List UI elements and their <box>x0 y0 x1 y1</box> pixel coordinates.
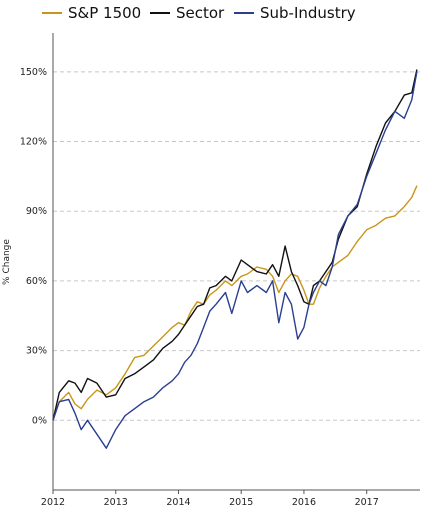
x-tick-label: 2016 <box>292 497 316 508</box>
series-line-sub-industry <box>52 71 418 449</box>
y-tick-label: 0% <box>32 415 47 426</box>
x-tick-label: 2015 <box>229 497 253 508</box>
y-tick-label: 150% <box>20 67 47 78</box>
series-line-sp1500 <box>52 185 418 421</box>
gridlines <box>53 71 420 421</box>
axes: 0% 30% 60% 90% 120% 150% 2012 2013 2014 2015 2016 2… <box>20 33 420 508</box>
legend: S&P 1500 Sector Sub-Industry <box>42 4 356 22</box>
x-tick-label: 2012 <box>41 497 65 508</box>
series-lines <box>52 69 418 449</box>
legend-label-sub-industry: Sub-Industry <box>260 4 356 22</box>
x-tick-label: 2013 <box>104 497 128 508</box>
y-tick-label: 90% <box>26 206 47 217</box>
y-tick-label: 60% <box>26 276 47 287</box>
y-tick-label: 120% <box>20 137 47 148</box>
legend-label-sector: Sector <box>176 4 225 22</box>
x-tick-label: 2017 <box>355 497 379 508</box>
series-line-sector <box>52 69 418 421</box>
y-tick-label: 30% <box>26 346 47 357</box>
x-tick-label: 2014 <box>166 497 190 508</box>
legend-label-sp1500: S&P 1500 <box>68 4 141 22</box>
y-axis-title: % Change <box>2 239 12 285</box>
